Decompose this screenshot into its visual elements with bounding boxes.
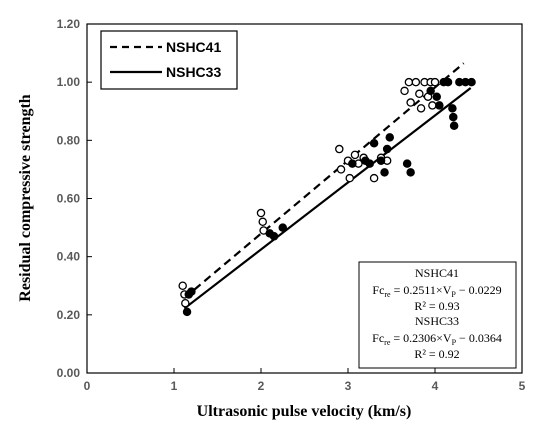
- point-nshc33: [432, 92, 441, 101]
- point-nshc41: [345, 173, 354, 183]
- point-nshc41: [178, 281, 187, 290]
- legend-label-nshc33: NSHC33: [166, 64, 221, 80]
- point-nshc41: [400, 86, 409, 96]
- point-nshc33: [426, 86, 435, 96]
- x-tick-label: 5: [519, 379, 526, 393]
- point-nshc33: [449, 112, 458, 122]
- point-nshc41: [350, 150, 360, 160]
- point-nshc33: [449, 121, 459, 131]
- point-nshc33: [385, 133, 395, 142]
- x-axis: 0 1 2 3 4 5: [84, 368, 526, 393]
- point-nshc41: [416, 104, 426, 113]
- y-axis: 0.00 0.20 0.40 0.60 0.80 1.00 1.20: [57, 17, 92, 380]
- point-nshc41: [415, 89, 424, 99]
- point-nshc33: [380, 168, 389, 177]
- point-nshc33: [382, 144, 392, 154]
- equation-box-frame: [358, 261, 517, 369]
- x-axis-title: Ultrasonic pulse velocity (km/s): [197, 403, 412, 420]
- point-nshc33: [348, 159, 357, 168]
- point-nshc41: [404, 77, 414, 87]
- equation-box: NSHC41 Fcre = 0.2511×VP − 0.0229 R² = 0.…: [358, 261, 517, 369]
- eq-series-nshc33: NSHC33: [415, 314, 459, 328]
- legend-label-nshc41: NSHC41: [166, 39, 221, 55]
- point-nshc33: [182, 307, 192, 317]
- legend: NSHC41 NSHC33: [100, 30, 238, 90]
- eq-formula-nshc33: Fcre = 0.2306×VP − 0.0364: [372, 331, 502, 347]
- point-nshc41: [335, 144, 344, 154]
- legend-box: [100, 30, 238, 90]
- x-tick-label: 3: [345, 379, 352, 393]
- point-nshc33: [278, 223, 287, 232]
- eq-formula-nshc41: Fcre = 0.2511×VP − 0.0229: [372, 283, 501, 299]
- fit-line-nshc33: [183, 87, 472, 310]
- point-nshc41: [430, 77, 440, 87]
- x-tick-label: 1: [171, 379, 178, 393]
- point-nshc33: [406, 168, 415, 177]
- x-tick-label: 0: [84, 379, 91, 393]
- point-nshc41: [411, 77, 421, 87]
- y-tick-label: 0.20: [57, 308, 81, 322]
- x-tick-label: 2: [258, 379, 265, 393]
- eq-series-nshc41: NSHC41: [415, 266, 459, 280]
- eq-r2-nshc33: R² = 0.92: [414, 347, 459, 361]
- point-nshc41: [406, 98, 415, 107]
- data-points: [178, 77, 476, 317]
- point-nshc33: [187, 287, 196, 296]
- y-tick-label: 0.40: [57, 250, 81, 264]
- point-nshc33: [269, 232, 279, 241]
- point-nshc33: [376, 156, 386, 165]
- fit-lines: [183, 62, 472, 310]
- point-nshc33: [443, 77, 453, 87]
- point-nshc41: [336, 165, 346, 174]
- point-nshc33: [467, 77, 476, 87]
- y-tick-label: 0.80: [57, 133, 81, 147]
- y-axis-title: Residual compressive strength: [17, 94, 34, 302]
- point-nshc33: [369, 138, 379, 148]
- point-nshc33: [448, 104, 457, 113]
- eq-r2-nshc41: R² = 0.93: [414, 299, 459, 313]
- point-nshc41: [256, 208, 266, 218]
- x-tick-label: 4: [432, 379, 439, 393]
- point-nshc41: [181, 298, 190, 308]
- point-nshc41: [258, 217, 267, 227]
- point-nshc33: [435, 101, 444, 110]
- y-tick-label: 1.00: [57, 75, 81, 89]
- point-nshc41: [369, 173, 379, 183]
- y-tick-label: 0.00: [57, 366, 81, 380]
- point-nshc33: [402, 159, 412, 168]
- point-nshc33: [365, 159, 374, 168]
- y-tick-label: 1.20: [57, 17, 81, 31]
- fit-line-nshc41: [183, 62, 465, 299]
- y-tick-label: 0.60: [57, 192, 81, 206]
- point-nshc41: [428, 101, 437, 110]
